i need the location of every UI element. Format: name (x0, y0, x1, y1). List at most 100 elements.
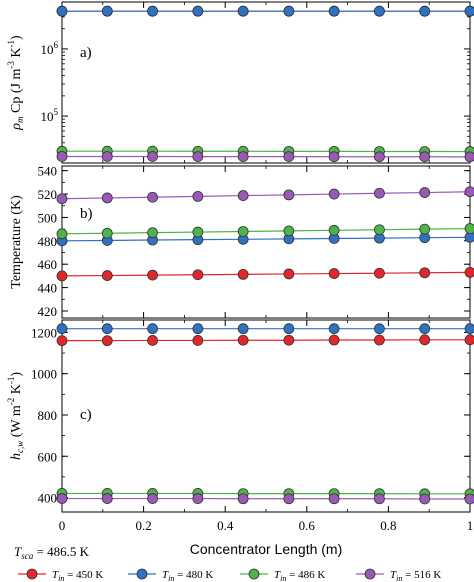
data-point (101, 335, 113, 347)
data-point (237, 190, 249, 201)
data-point (328, 5, 340, 17)
data-point (192, 5, 204, 17)
y-tick-base: 10 (41, 42, 54, 57)
series-2 (56, 231, 474, 247)
data-point (374, 151, 385, 163)
legend-item: Tin = 480 K (128, 568, 213, 582)
y-axis-title-text: K (9, 47, 24, 61)
data-point (464, 223, 474, 234)
data-point (419, 187, 431, 198)
data-point (237, 493, 249, 505)
legend-label: Tin = 516 K (390, 569, 441, 582)
x-tick-label: 1 (467, 518, 474, 533)
legend-marker (364, 568, 376, 580)
data-point (101, 151, 113, 162)
data-point (328, 493, 340, 505)
series-1 (56, 267, 474, 282)
data-point (419, 223, 431, 235)
y-tick-label: 480 (38, 234, 58, 249)
series-3 (56, 145, 474, 157)
legend-marker (248, 568, 260, 580)
legend-marker (26, 568, 38, 580)
data-point (328, 224, 340, 236)
data-point (283, 493, 295, 505)
legend-prefix: T (52, 569, 59, 581)
series-2 (56, 323, 474, 335)
legend-value: = 516 K (402, 569, 441, 581)
data-point (237, 5, 249, 17)
y-tick-base: 10 (41, 109, 54, 124)
panel-frame (61, 319, 471, 513)
y-tick-label: 460 (38, 257, 58, 272)
data-point (374, 267, 385, 279)
legend-value: = 480 K (174, 569, 213, 581)
data-point (374, 334, 385, 346)
data-point (237, 226, 249, 237)
data-point (101, 192, 113, 204)
x-tick-label: 0.4 (217, 518, 234, 533)
y-axis-title-sup: -1 (6, 377, 16, 385)
y-tick-label: 800 (38, 408, 58, 423)
data-point (192, 323, 204, 335)
y-axis-title-symbol: h (9, 453, 24, 460)
legend-prefix: T (390, 569, 397, 581)
data-point (419, 5, 431, 17)
y-axis-title-sup: -3 (6, 61, 16, 69)
legend-value: = 450 K (64, 569, 103, 581)
data-point (192, 190, 204, 202)
legend-label: Tin = 486 K (274, 569, 325, 582)
data-point (464, 5, 474, 17)
panel-label: a) (80, 45, 92, 61)
data-point (192, 493, 204, 504)
y-axis-title-sup: -2 (6, 398, 16, 406)
data-point (101, 493, 113, 504)
legend-item: Tin = 486 K (240, 568, 325, 582)
legend-sub: in (168, 574, 174, 582)
y-axis-title-symbol: ρ (9, 123, 24, 131)
data-point (192, 226, 204, 238)
data-point (147, 5, 158, 17)
y-axis-title-text: Cp (J m (9, 69, 24, 117)
tsca-note-sub: sca (21, 551, 33, 561)
data-point (147, 335, 158, 346)
data-point (464, 151, 474, 163)
x-tick-label: 0.2 (135, 518, 151, 533)
series-line (61, 271, 471, 277)
series-4 (56, 493, 474, 505)
data-point (147, 493, 158, 504)
y-tick-exp: 6 (54, 40, 59, 50)
y-tick-label: 500 (38, 210, 58, 225)
data-point (101, 5, 113, 17)
series-1 (56, 334, 474, 347)
y-tick-label: 106 (41, 40, 59, 57)
legend: Tin = 450 K Tin = 480 K Tin = 486 K Tin = 5… (18, 568, 441, 582)
data-point (419, 323, 431, 335)
data-point (101, 270, 113, 281)
data-point (283, 225, 295, 237)
legend-marker (136, 568, 148, 580)
data-point (419, 267, 431, 279)
series-line (61, 227, 471, 235)
data-point (374, 224, 385, 236)
data-point (192, 335, 204, 346)
panel-3: 400 600 800 1000 1200 c) hc,w (W m-2 K-1) (6, 319, 474, 513)
data-point (464, 323, 474, 335)
y-tick-label: 520 (38, 187, 58, 202)
y-axis-title-text: (W m (9, 405, 24, 441)
data-point (56, 228, 68, 240)
y-tick-label: 105 (41, 107, 59, 124)
legend-prefix: T (274, 569, 281, 581)
legend-item: Tin = 516 K (356, 568, 441, 582)
legend-item: Tin = 450 K (18, 568, 103, 582)
data-point (101, 227, 113, 239)
y-axis-title-sub: m (15, 116, 25, 123)
y-tick-label: 420 (38, 304, 58, 319)
x-tick-label: 0.8 (380, 518, 396, 533)
series-2 (56, 5, 474, 17)
data-point (419, 334, 431, 346)
y-axis-title: Temperature (K) (9, 195, 24, 289)
y-axis-title-text: K (9, 384, 24, 398)
series-4 (56, 151, 474, 163)
data-point (56, 5, 68, 17)
data-point (419, 151, 431, 163)
